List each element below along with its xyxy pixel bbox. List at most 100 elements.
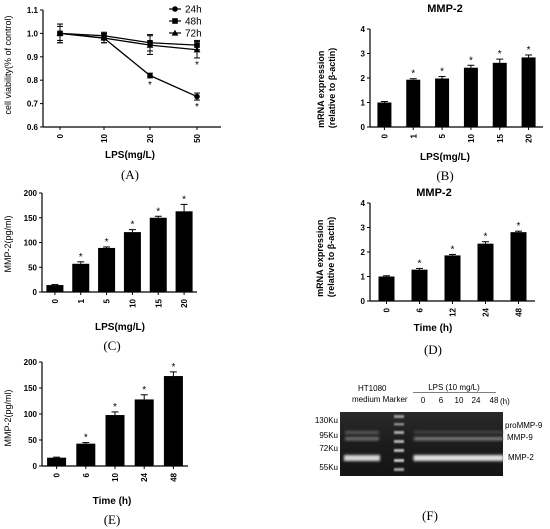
y-tick-label: 0.7 [27,100,39,109]
y-tick-label: 150 [24,214,38,223]
x-tick-label: 48 [515,307,524,316]
band-mmp9 [485,437,503,441]
panel-e-axes: 0 50 100 150 200 0 6 10 24 48 [24,358,188,482]
y-tick-label: 2 [361,74,366,83]
y-tick-label: 150 [24,384,38,393]
data-point-72h [100,34,108,41]
band-promm9-ht1080 [345,431,379,434]
gel-size-marker-label: 72Ku [319,444,338,453]
legend-marker-triangle [171,29,179,36]
panel-a-legend: 24h 48h 72h [169,5,202,40]
significance-marker: * [142,385,146,396]
y-tick-label: 1 [361,99,366,108]
bar-48 [163,376,183,466]
x-tick-label: 24 [140,472,149,481]
band-mmp9 [467,437,485,441]
panel-a-axes: 0.6 0.7 0.8 0.9 1.0 1.1 0 10 20 50 [27,6,221,143]
significance-marker: * [498,49,502,60]
bar-0 [378,276,395,301]
panel-b-title: MMP-2 [427,3,462,15]
panel-d-y-label-line-1: mRNA expression [315,220,325,297]
band-mmp9 [450,437,468,441]
y-tick-label: 0.6 [27,123,39,132]
band-mmp2 [431,455,451,461]
band-mmp2-ht1080 [344,455,380,461]
panel-c-caption: (C) [103,338,120,353]
band-promm9 [485,431,503,434]
significance-marker: * [130,220,134,231]
y-tick-label: 4 [361,199,366,208]
significance-marker: * [171,362,175,373]
x-tick-label: 6 [82,472,91,477]
bar-10 [123,232,141,292]
bar-10 [105,415,125,466]
significance-marker: * [411,69,415,80]
ladder-band [394,415,404,418]
panel-e-bars: * * * * [47,362,183,466]
series-line-48h [59,32,198,46]
legend-marker-circle [172,6,178,12]
bar-6 [411,269,428,301]
panel-b-bars: * * * * * [377,45,536,128]
x-tick-label: 50 [193,133,202,142]
x-tick-label: 15 [496,133,505,142]
gel-size-marker-label: 130Ku [315,416,338,425]
y-tick-label: 200 [24,189,38,198]
panel-a-caption: (A) [121,167,139,182]
bar-10 [463,67,478,127]
gel-size-marker-label: 55Ku [319,463,338,472]
x-tick-label: 12 [449,307,458,316]
data-point-24h [194,93,200,100]
series-line-24h [59,32,198,98]
band-promm9 [467,431,485,434]
significance-marker: * [484,232,488,243]
bar-15 [149,217,167,292]
panel-f-caption: (F) [422,508,438,523]
panel-d-caption: (D) [424,342,442,357]
panel-a-series: * * * [56,23,201,113]
gel-lane-label: 0 [421,396,426,405]
gel-band-label-promm9: proMMP-9 [505,421,543,430]
x-tick-label: 20 [525,133,534,142]
panel-f-gel-image: HT1080 medium Marker LPS (10 mg/L) 0 6 10 2… [315,383,543,523]
gel-condition-label: LPS (10 mg/L) [428,383,480,392]
x-tick-label: 0 [380,133,389,138]
y-tick-label: 200 [24,358,38,367]
band-promm9 [414,431,432,434]
x-tick-label: 10 [111,472,120,481]
y-tick-label: 0.9 [27,53,39,62]
data-point-72h [56,30,64,36]
y-tick-label: 2 [361,248,366,257]
significance-marker: * [440,67,444,78]
significance-marker: * [156,206,160,217]
panel-a-y-label: cell viability(% of control) [3,15,13,114]
band-mmp9-ht1080 [345,437,379,441]
panel-b-y-label-line-2: (relative to β-actin) [327,48,337,129]
significance-marker: * [84,433,88,444]
band-mmp2 [484,455,504,461]
bar-0 [47,457,67,466]
y-tick-label: 50 [28,263,37,272]
panel-e-y-label: MMP-2(pg/ml) [3,389,13,446]
panel-e-bar-chart: 0 50 100 150 200 0 6 10 24 48 * * * * Time (h) MMP-2… [3,358,188,527]
panel-b-y-label: mRNA expression (relative to β-actin) [316,48,337,129]
y-tick-label: 4 [361,25,366,34]
gel-size-markers: 130Ku 95Ku 72Ku 55Ku [315,416,338,472]
significance-marker: * [182,194,186,205]
bar-48 [510,232,527,301]
bar-20 [175,211,193,292]
bar-15 [492,62,507,128]
panel-e-caption: (E) [104,512,121,527]
ladder-band [394,440,404,443]
y-tick-label: 0 [361,297,366,306]
y-tick-label: 0 [33,462,38,471]
gel-header-ht1080: HT1080 [358,384,387,393]
gel-background [340,412,503,476]
bar-12 [444,255,461,301]
series-line-72h [59,32,198,51]
panel-c-y-label: MMP-2(pg/ml) [3,215,13,272]
